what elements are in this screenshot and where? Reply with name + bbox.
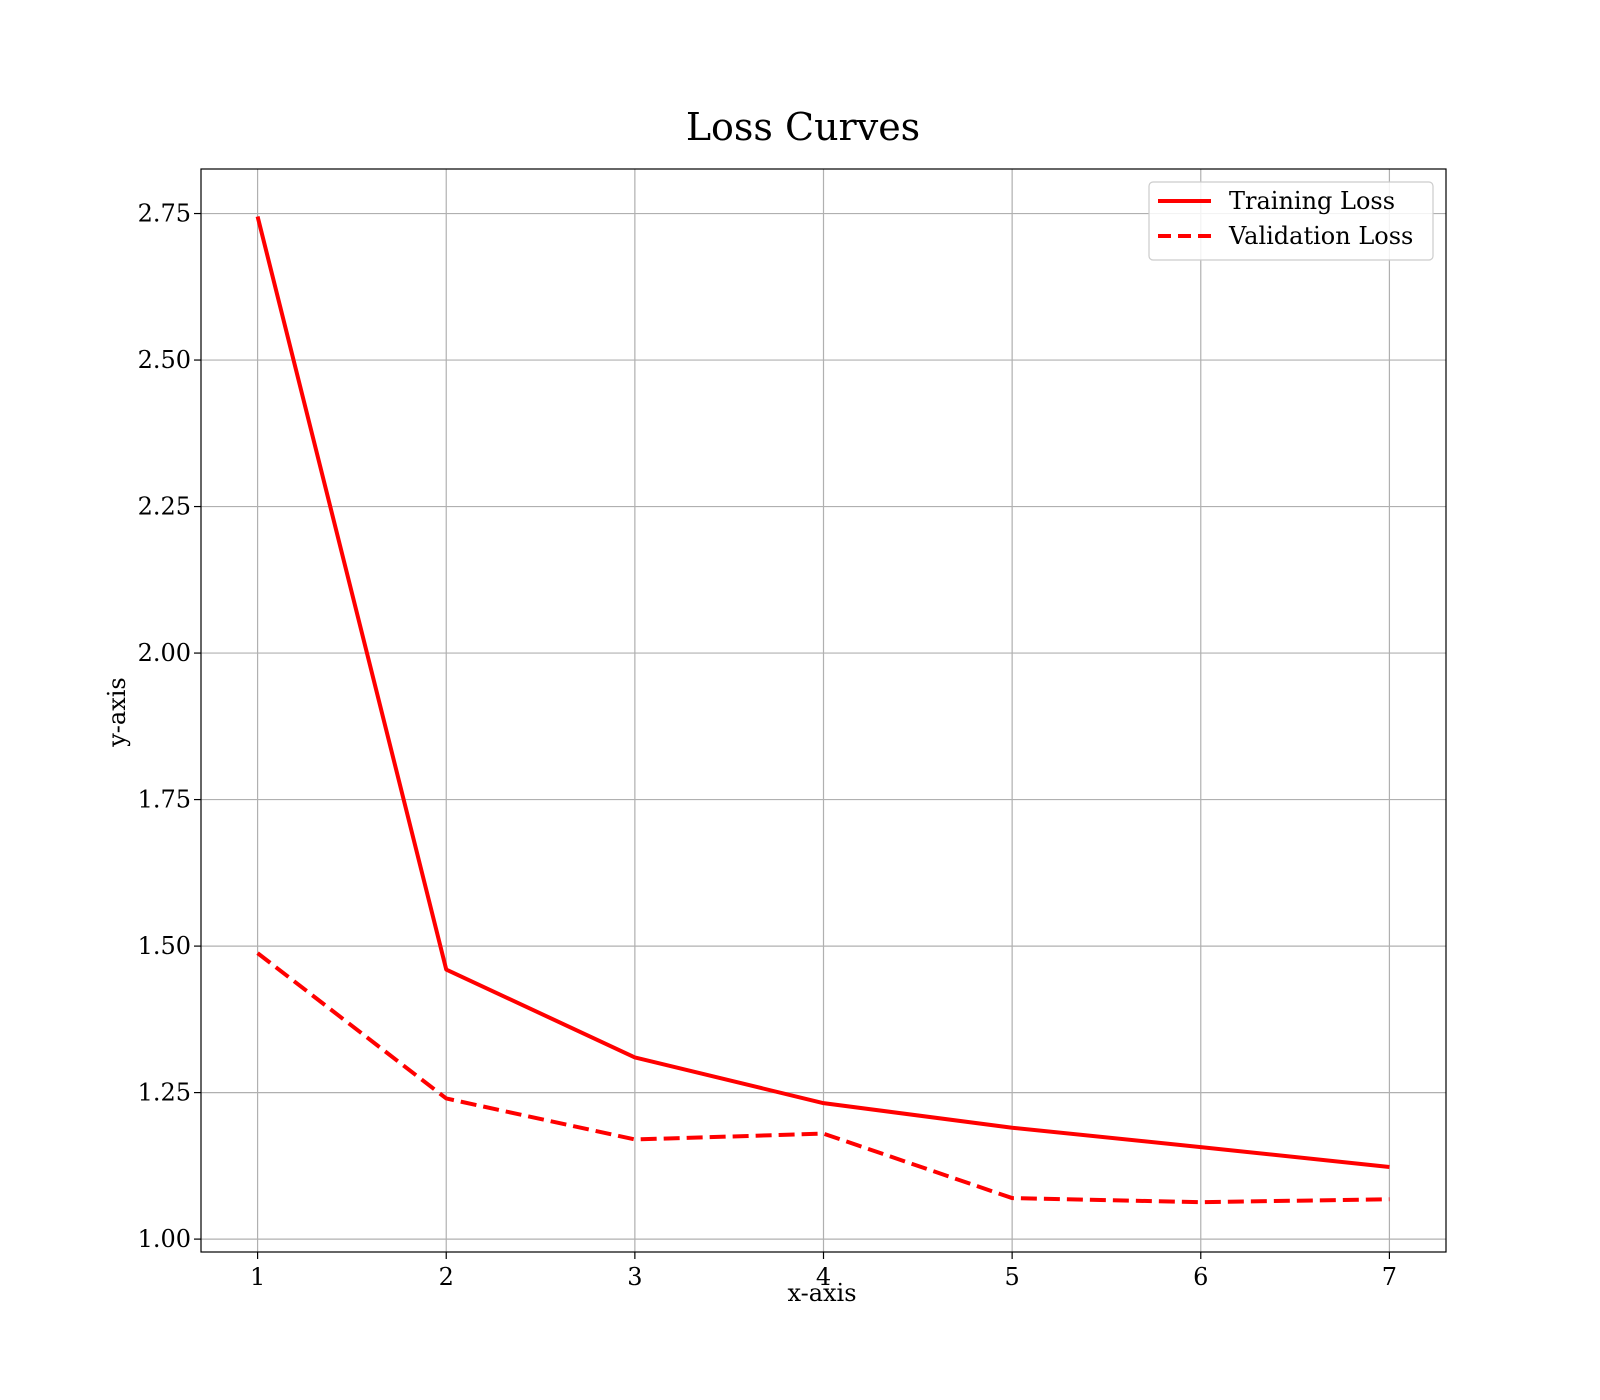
x-tick-label: 5: [1004, 1263, 1019, 1291]
x-tick-label: 6: [1193, 1263, 1208, 1291]
y-tick-label: 2.50: [138, 346, 191, 374]
y-tick-label: 1.25: [138, 1079, 191, 1107]
x-tick-label: 7: [1382, 1263, 1397, 1291]
legend-label-training-loss: Training Loss: [1229, 187, 1395, 215]
x-tick-label: 3: [627, 1263, 642, 1291]
axes: 1 2 3 4 5 6 7 1.00 1.25 1.50 1.75 2.00 2.25 2.50 2.75: [138, 168, 1447, 1291]
legend-label-validation-loss: Validation Loss: [1228, 222, 1413, 250]
y-tick-label: 1.50: [138, 932, 191, 960]
x-tick-label: 4: [816, 1263, 831, 1291]
x-axis-label: x-axis: [787, 1279, 856, 1307]
x-tick-label: 1: [250, 1263, 265, 1291]
y-axis-label: y-axis: [103, 677, 131, 748]
y-tick-label: 2.25: [138, 493, 191, 521]
data-series: [255, 215, 1390, 1205]
legend-box: [1148, 181, 1434, 261]
grid-lines: [201, 169, 1446, 1252]
chart-title: Loss Curves: [686, 105, 920, 149]
y-tick-label: 2.75: [138, 200, 191, 228]
x-tick-label: 2: [439, 1263, 454, 1291]
y-tick-label: 1.75: [138, 786, 191, 814]
y-tick-label: 2.00: [138, 639, 191, 667]
legend: Training Loss Validation Loss: [1148, 181, 1434, 261]
y-tick-label: 1.00: [138, 1225, 191, 1253]
